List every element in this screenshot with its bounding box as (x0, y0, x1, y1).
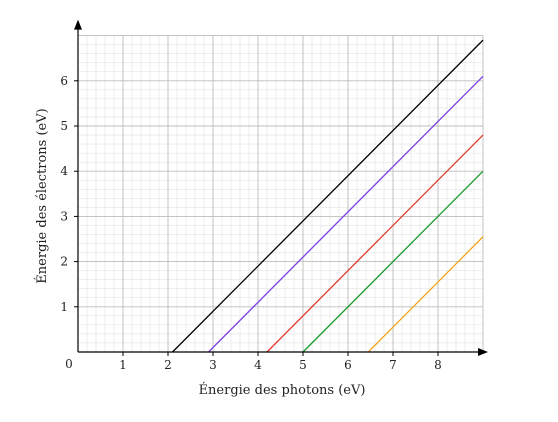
series-line-1 (172, 39, 484, 353)
series-line-5 (367, 236, 484, 353)
origin-label: 0 (65, 357, 73, 371)
x-tick-label: 2 (164, 358, 172, 372)
x-axis-arrowhead (478, 348, 488, 356)
x-tick-label: 3 (209, 358, 217, 372)
tick-labels: 1 2 3 4 5 6 7 8 1 2 3 4 5 6 (60, 74, 441, 372)
y-tick-label: 3 (60, 209, 68, 223)
x-tick-label: 5 (299, 358, 307, 372)
y-axis-label: Énergie des électrons (eV) (34, 108, 50, 283)
x-tick-label: 6 (344, 358, 352, 372)
y-tick-label: 4 (60, 164, 68, 178)
y-tick-label: 5 (60, 119, 68, 133)
axes (74, 19, 488, 356)
y-tick-label: 6 (60, 74, 68, 88)
minor-grid (78, 35, 483, 352)
series-lines (172, 39, 484, 353)
series-line-3 (266, 134, 484, 353)
x-tick-label: 1 (119, 358, 127, 372)
y-axis-arrowhead (74, 19, 82, 30)
x-tick-label: 7 (389, 358, 397, 372)
y-tick-label: 2 (60, 255, 68, 269)
series-line-2 (208, 75, 484, 353)
major-grid (78, 35, 484, 352)
x-axis-label: Énergie des photons (eV) (199, 382, 366, 398)
x-tick-label: 4 (254, 358, 262, 372)
y-tick-label: 1 (60, 300, 68, 314)
series-line-4 (302, 170, 484, 353)
x-tick-label: 8 (434, 358, 442, 372)
